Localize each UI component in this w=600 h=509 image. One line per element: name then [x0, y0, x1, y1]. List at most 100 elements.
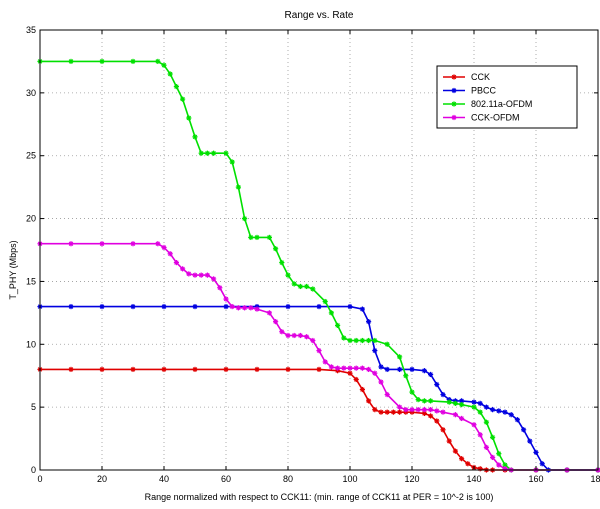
series-cck-ofdm-point	[285, 332, 291, 339]
series-cck-ofdm-point	[502, 466, 508, 472]
series-cck-ofdm-point	[459, 415, 465, 422]
legend-marker	[451, 87, 457, 94]
series-802-11a-ofdm-point	[328, 310, 334, 316]
series-802-11a-ofdm-point	[297, 283, 303, 290]
series-pbcc-point	[471, 399, 477, 405]
series-802-11a-ofdm-point	[415, 397, 421, 403]
legend-label: CCK	[471, 72, 490, 82]
series-cck-ofdm-point	[235, 305, 241, 311]
series-cck-ofdm-point	[372, 370, 378, 376]
series-pbcc-point	[514, 417, 520, 423]
x-tick-label: 160	[528, 474, 543, 484]
series-802-11a-ofdm-point	[359, 337, 365, 344]
series-cck-ofdm-point	[229, 303, 235, 310]
series-pbcc-point	[285, 303, 291, 310]
legend-item-cck-ofdm: CCK-OFDM	[443, 113, 520, 123]
series-pbcc-point	[68, 303, 74, 310]
series-802-11a-ofdm-point	[428, 398, 434, 404]
series-cck-ofdm-point	[248, 305, 254, 311]
series-cck-point	[99, 366, 105, 373]
y-tick-label: 35	[26, 25, 36, 35]
series-cck-point	[378, 409, 384, 415]
y-tick-label: 25	[26, 151, 36, 161]
y-tick-label: 5	[31, 402, 36, 412]
chart-title: Range vs. Rate	[285, 10, 354, 21]
series-802-11a-ofdm-point	[397, 354, 403, 360]
series-cck-point	[359, 386, 365, 393]
series-802-11a-ofdm-point	[130, 58, 136, 65]
series-pbcc-point	[496, 408, 502, 414]
series-cck-ofdm-point	[217, 285, 223, 291]
series-cck-ofdm-point	[409, 407, 415, 413]
series-pbcc-point	[434, 381, 440, 388]
series-cck-point	[440, 427, 446, 433]
series-802-11a-ofdm-point	[254, 234, 260, 241]
legend-marker	[451, 74, 457, 80]
series-cck-point	[353, 376, 359, 383]
y-tick-label: 0	[31, 465, 36, 475]
legend-marker	[451, 101, 457, 107]
series-802-11a-ofdm-point	[198, 150, 204, 156]
series-cck-ofdm-point	[366, 366, 372, 373]
series-802-11a-ofdm-point	[180, 96, 186, 102]
y-axis-label: T_PHY (Mbps)	[8, 240, 18, 299]
series-cck-ofdm-point	[490, 454, 496, 461]
series-802-11a-ofdm-point	[341, 335, 347, 341]
series-802-11a-ofdm-point	[248, 234, 254, 241]
series-802-11a-ofdm-point	[347, 337, 353, 344]
series-pbcc-point	[372, 347, 378, 354]
series-cck-point	[465, 461, 471, 467]
series-pbcc-point	[508, 412, 514, 418]
series-cck-point	[254, 366, 260, 373]
series-802-11a-ofdm-point	[335, 322, 341, 329]
series-802-11a-ofdm-point	[167, 71, 173, 77]
series-cck-ofdm-point	[471, 422, 477, 428]
series-cck-line	[40, 368, 598, 471]
series-cck-ofdm-point	[403, 407, 409, 413]
series-pbcc-line	[40, 305, 598, 471]
series-802-11a-ofdm-point	[409, 389, 415, 395]
series-pbcc-point	[130, 303, 136, 310]
series-802-11a-ofdm-point	[459, 402, 465, 408]
series-802-11a-ofdm-point	[452, 400, 458, 406]
series-cck-ofdm-point	[328, 364, 334, 370]
series-cck-point	[446, 438, 452, 444]
series-802-11a-ofdm-point	[173, 83, 179, 90]
series-cck-ofdm-point	[496, 462, 502, 468]
series-802-11a-ofdm-point	[446, 399, 452, 405]
series-cck-ofdm-point	[155, 241, 161, 247]
y-tick-label: 10	[26, 339, 36, 349]
series-cck-ofdm-point	[99, 241, 105, 247]
series-cck-ofdm-point	[353, 365, 359, 371]
series-802-11a-ofdm-point	[161, 62, 167, 68]
series-cck-point	[161, 366, 167, 373]
series-pbcc-point	[378, 364, 384, 370]
series-cck-ofdm-point	[310, 337, 316, 344]
plot-frame	[39, 29, 599, 471]
series-cck-point	[384, 409, 390, 415]
series-pbcc-point	[502, 409, 508, 415]
series-cck-ofdm-point	[316, 347, 322, 354]
series-cck-ofdm-point	[397, 404, 403, 410]
series-802-11a-ofdm-point	[353, 337, 359, 344]
series-cck-ofdm-point	[68, 241, 74, 247]
series-pbcc-point	[539, 461, 545, 467]
series-cck-ofdm-point	[167, 251, 173, 257]
series-pbcc-point	[421, 368, 427, 374]
series-cck-ofdm-point	[186, 271, 192, 277]
y-tick-label: 30	[26, 88, 36, 98]
series-cck-ofdm-point	[291, 332, 297, 339]
series-cck-ofdm-point	[242, 305, 248, 311]
series-802-11a-ofdm-point	[322, 298, 328, 305]
series-cck-point	[477, 466, 483, 472]
x-tick-label: 120	[404, 474, 419, 484]
series-pbcc-point	[527, 438, 533, 444]
x-tick-label: 100	[342, 474, 357, 484]
series-802-11a-ofdm-point	[496, 451, 502, 457]
series-cck-ofdm-point	[335, 365, 341, 371]
series-cck-ofdm-point	[204, 272, 210, 278]
series-cck-point	[459, 456, 465, 462]
y-tick-label: 15	[26, 276, 36, 286]
series-802-11a-ofdm-point	[68, 58, 74, 65]
